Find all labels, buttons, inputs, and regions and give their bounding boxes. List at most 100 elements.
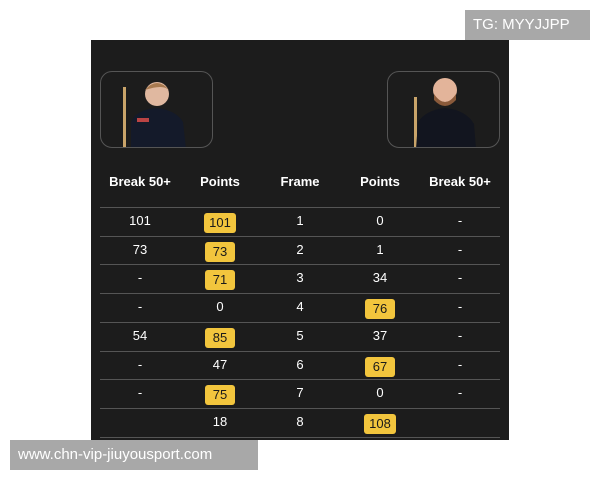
winner-badge: 76 [365, 299, 395, 320]
cell-left-break: - [100, 270, 180, 286]
row-divider [100, 207, 500, 208]
cell-frame: 3 [260, 270, 340, 286]
winner-badge: 85 [205, 327, 235, 348]
row-divider [100, 321, 500, 323]
cell-right-points: 34 [340, 270, 420, 286]
cell-frame: 5 [260, 328, 340, 344]
cell-left-points: 18 [180, 414, 260, 430]
cell-text: - [137, 356, 143, 372]
cell-right-points: 0 [340, 385, 420, 401]
cell-text: - [457, 270, 463, 286]
cell-text: - [457, 385, 463, 401]
cell-text: 1 [376, 241, 384, 257]
cell-right-break: - [420, 385, 500, 401]
cell-text: 37 [372, 327, 388, 343]
cell-text: 4 [296, 299, 304, 315]
cell-text: 34 [372, 270, 388, 286]
cell-left-points: 85 [180, 327, 260, 348]
cell-text: - [457, 327, 463, 343]
cell-text: 0 [376, 213, 384, 228]
table-row: - 75 7 0 - [91, 379, 509, 408]
cell-text: - [137, 299, 143, 315]
cell-frame: 1 [260, 213, 340, 229]
cell-text: 47 [212, 356, 228, 372]
cell-right-points: 1 [340, 242, 420, 258]
cell-text: 1 [296, 213, 304, 228]
table-row: - 0 4 76 - [91, 293, 509, 322]
cell-left-break: 101 [100, 213, 180, 229]
watermark-top: TG: MYYJJPP [465, 10, 590, 40]
cell-right-break: - [420, 299, 500, 315]
winner-badge: 108 [364, 413, 396, 434]
table-header: Break 50+ Points Frame Points Break 50+ [91, 174, 509, 190]
cell-right-break: - [420, 270, 500, 286]
cell-frame: 7 [260, 385, 340, 401]
cell-text: 3 [296, 270, 304, 286]
table-row: 101 101 1 0 - [91, 207, 509, 236]
table-row: 18 8 108 [91, 408, 509, 437]
cell-text: 54 [132, 327, 148, 343]
winner-badge: 101 [204, 213, 236, 233]
cell-right-break: - [420, 357, 500, 373]
header-right-break: Break 50+ [429, 174, 491, 189]
winner-badge: 75 [205, 385, 235, 406]
cell-text: 0 [376, 385, 384, 401]
table-row: - 71 3 34 - [91, 264, 509, 293]
cell-text: 2 [296, 241, 304, 257]
cell-text: - [457, 213, 463, 228]
cell-text: 101 [129, 213, 151, 228]
cell-text: 18 [212, 413, 228, 429]
cell-text: - [137, 270, 143, 286]
table-row: 73 73 2 1 - [91, 236, 509, 265]
row-divider [100, 436, 500, 438]
cell-text: - [457, 299, 463, 315]
cell-left-points: 101 [180, 213, 260, 233]
cell-frame: 8 [260, 414, 340, 430]
scoreboard-panel: Break 50+ Points Frame Points Break 50+ … [91, 40, 509, 440]
winner-badge: 67 [365, 356, 395, 377]
cell-left-points: 73 [180, 241, 260, 262]
cell-text: 0 [216, 299, 224, 315]
cell-left-points: 0 [180, 299, 260, 315]
cell-left-points: 71 [180, 270, 260, 291]
cell-left-break: - [100, 357, 180, 373]
cell-text: 7 [296, 385, 304, 401]
table-row: - 47 6 67 - [91, 351, 509, 380]
cell-right-points: 0 [340, 213, 420, 229]
cell-left-break: - [100, 385, 180, 401]
row-divider [100, 264, 500, 266]
cell-right-break: - [420, 213, 500, 229]
cell-right-break: - [420, 328, 500, 344]
cell-text: 6 [296, 356, 304, 372]
cell-text: - [137, 385, 143, 401]
winner-badge: 71 [205, 270, 235, 291]
cell-text: - [457, 356, 463, 372]
header-right-points: Points [360, 174, 400, 189]
cell-text: 73 [132, 241, 148, 257]
row-divider [100, 235, 500, 237]
cell-frame: 2 [260, 242, 340, 258]
header-left-points: Points [200, 174, 240, 189]
cell-right-break: - [420, 242, 500, 258]
cell-left-points: 75 [180, 385, 260, 406]
left-player-photo [100, 71, 213, 148]
right-player-photo [387, 71, 500, 148]
cell-right-points: 76 [340, 299, 420, 320]
row-divider [100, 293, 500, 295]
cell-frame: 6 [260, 357, 340, 373]
cell-right-points: 67 [340, 356, 420, 377]
winner-badge: 73 [205, 241, 235, 262]
table-row: 54 85 5 37 - [91, 322, 509, 351]
row-divider [100, 407, 500, 409]
cell-left-points: 47 [180, 357, 260, 373]
cell-left-break: - [100, 299, 180, 315]
cell-text: 8 [296, 413, 304, 429]
header-frame: Frame [280, 174, 320, 189]
watermark-bottom: www.chn-vip-jiuyousport.com [10, 440, 258, 470]
cell-text: 5 [296, 327, 304, 343]
cell-frame: 4 [260, 299, 340, 315]
cell-right-points: 37 [340, 328, 420, 344]
row-divider [100, 379, 500, 381]
cell-right-points: 108 [340, 413, 420, 434]
row-divider [100, 350, 500, 352]
